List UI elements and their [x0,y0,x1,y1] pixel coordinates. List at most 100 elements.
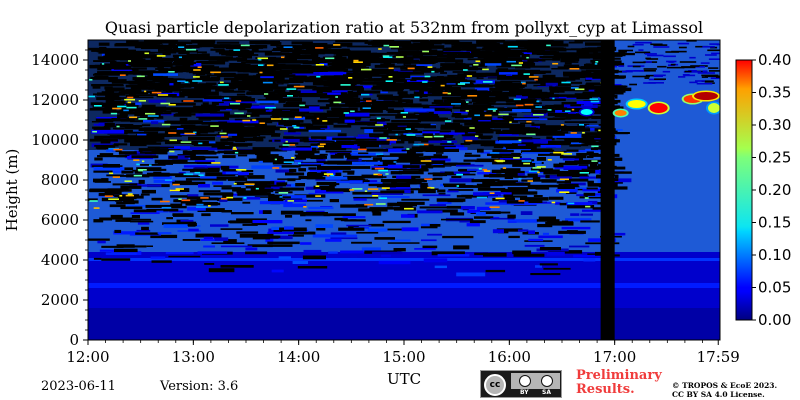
noise-dash [518,177,522,180]
noise-dash [526,56,529,59]
noise-dash [292,125,297,127]
no-data-speck [89,108,117,111]
no-data-speck [440,143,454,145]
no-data-speck [521,54,530,58]
no-data-speck [281,97,302,102]
no-data-speck [433,154,442,157]
no-data-speck [116,71,145,75]
noise-dash [196,206,207,208]
noise-dash [108,198,119,200]
no-data-speck [482,81,513,84]
noise-dash [560,124,564,126]
no-data-speck [274,89,286,93]
noise-dash [325,57,335,60]
no-data-speck [191,134,217,136]
no-data-speck [358,152,369,155]
no-data-speck [148,87,155,90]
no-data-speck [335,40,369,43]
right-speck [689,81,698,84]
no-data-speck [422,133,434,136]
no-data-speck [373,72,403,75]
right-speck [663,55,676,58]
noise-dash [537,171,540,174]
no-data-speck [283,142,299,145]
noise-dash [351,188,363,190]
noise-dash [326,174,330,177]
no-data-speck [426,163,449,165]
no-data-speck [239,50,272,53]
colorbar-tick-label: 0.25 [758,149,791,167]
no-data-speck [491,169,516,173]
no-data-speck [90,76,118,80]
noise-dash [136,75,145,78]
no-data-speck [442,65,470,68]
no-data-speck [356,90,381,94]
no-data-speck [452,113,462,117]
no-data-speck [477,135,487,138]
no-data-speck [260,40,280,43]
no-data-speck [294,47,302,51]
no-data-speck [397,159,426,162]
right-speck [629,83,637,86]
no-data-speck [193,144,225,146]
right-speck [648,82,664,84]
signal-speck [449,178,474,183]
no-data-speck [433,165,445,168]
no-data-speck [530,273,561,276]
no-data-speck [379,159,414,163]
no-data-speck [326,76,338,78]
no-data-speck [93,127,111,132]
signal-speck [520,171,551,174]
no-data-speck [586,151,594,155]
no-data-speck [387,58,414,61]
signal-speck [573,254,606,258]
signal-speck [308,106,323,109]
no-data-speck [289,97,302,100]
no-data-speck [409,87,426,91]
no-data-speck [175,113,203,116]
signal-speck [447,190,459,193]
no-data-speck [418,123,431,126]
no-data-speck [264,155,283,160]
no-data-speck [569,144,581,147]
no-data-speck [584,112,608,114]
no-data-speck [210,141,234,146]
no-data-speck [328,46,342,48]
noise-dash [129,116,138,119]
signal-speck [325,238,342,242]
no-data-speck [280,210,304,215]
right-speck [677,42,690,45]
right-speck [671,50,687,53]
noise-dash [287,200,294,202]
no-data-speck [88,238,110,241]
no-data-speck [220,165,230,170]
colorbar-tick-label: 0.40 [758,51,791,69]
signal-speck [321,90,348,93]
no-data-speck [440,63,466,67]
no-data-speck [392,85,417,89]
no-data-speck [534,131,569,134]
no-data-speck [456,195,488,198]
signal-speck [245,247,258,251]
no-data-speck [336,52,366,57]
noise-dash [315,185,320,187]
no-data-speck [482,92,516,97]
noise-dash [440,84,445,87]
no-data-speck [587,180,594,184]
no-data-speck [135,232,159,235]
noise-dash [594,63,598,65]
no-data-speck [404,81,425,85]
noise-dash [283,161,294,163]
no-data-speck [547,112,575,117]
no-data-speck [524,44,551,48]
noise-dash [112,107,122,110]
license-note: © TROPOS & EcoE 2023. CC BY SA 4.0 Licen… [672,381,800,399]
signal-speck [283,203,306,208]
no-data-speck [337,107,358,111]
no-data-speck [352,68,365,72]
no-data-speck [585,42,604,46]
no-data-speck [163,208,179,212]
noise-dash [570,87,579,89]
no-data-speck [554,107,568,110]
noise-dash [460,82,470,84]
